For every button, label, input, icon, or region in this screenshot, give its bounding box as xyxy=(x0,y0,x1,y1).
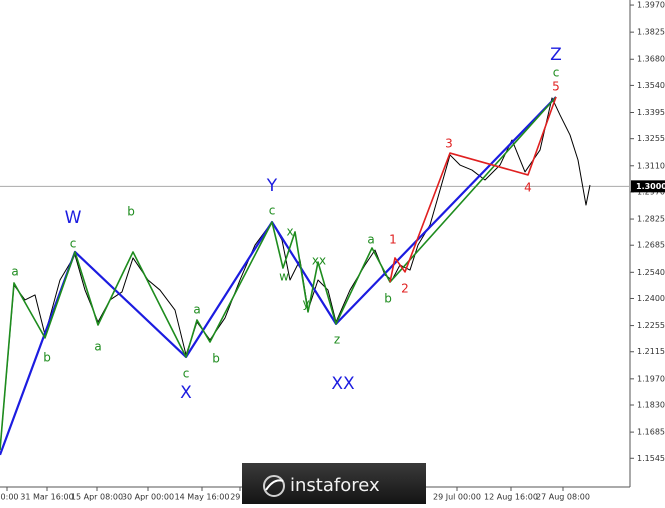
y-tick-label: 1.3255 xyxy=(637,134,665,143)
wave-label: Y xyxy=(266,176,278,196)
y-tick-label: 1.3680 xyxy=(637,55,665,64)
wave-label: w xyxy=(279,269,289,283)
wave-label: z xyxy=(334,332,340,346)
wave-label: 2 xyxy=(401,281,409,295)
y-tick-label: 1.2540 xyxy=(637,268,665,277)
x-tick-label: 27 Aug 08:00 xyxy=(536,493,590,502)
wave-label: 4 xyxy=(524,181,532,195)
wave-label: a xyxy=(94,339,101,353)
y-tick-label: 1.2115 xyxy=(637,347,665,356)
y-tick-label: 1.2400 xyxy=(637,294,665,303)
wave-label: b xyxy=(212,352,220,366)
x-tick-label: 15 Apr 08:00 xyxy=(71,493,123,502)
wave-label: a xyxy=(367,232,374,246)
y-tick-label: 1.3540 xyxy=(637,81,665,90)
wave-line xyxy=(389,96,557,283)
wave-label: XX xyxy=(331,374,355,394)
last-price-box xyxy=(631,180,665,193)
wave-line xyxy=(0,96,557,456)
last-price-label: 1.3000 xyxy=(636,182,665,191)
y-tick-label: 1.2685 xyxy=(637,241,665,250)
wave-label: 3 xyxy=(445,136,453,150)
y-tick-label: 1.3110 xyxy=(637,161,665,170)
y-tick-label: 1.3970 xyxy=(637,1,665,10)
x-tick-label: 14 May 16:00 xyxy=(175,493,230,502)
y-tick-label: 1.3825 xyxy=(637,28,665,37)
wave-label: X xyxy=(180,383,192,403)
wave-label: W xyxy=(65,208,82,228)
wave-label: c xyxy=(183,366,190,380)
wave-line xyxy=(0,96,557,451)
x-tick-label: 29 Jul 00:00 xyxy=(433,493,481,502)
icon-swoosh xyxy=(265,479,284,491)
wave-label: Z xyxy=(550,45,562,65)
y-tick-label: 1.1830 xyxy=(637,401,665,410)
wave-label: xx xyxy=(312,253,326,267)
y-tick-label: 1.1685 xyxy=(637,428,665,437)
wave-label: 1 xyxy=(389,232,397,246)
wave-label: a xyxy=(193,303,200,317)
watermark-icon xyxy=(263,475,285,497)
wave-label: c xyxy=(269,204,276,218)
x-tick-label: 12 Aug 16:00 xyxy=(484,493,538,502)
wave-label: b xyxy=(127,204,135,218)
price-line xyxy=(0,97,591,451)
x-tick-label: 00:00 xyxy=(0,493,19,502)
y-tick-label: 1.2255 xyxy=(637,321,665,330)
wave-label: c xyxy=(553,66,560,80)
wave-label: b xyxy=(43,350,51,364)
watermark-text: instaforex xyxy=(290,475,380,496)
icon-ring xyxy=(263,475,285,497)
wave-label: 5 xyxy=(552,79,560,93)
wave-label: y xyxy=(302,296,309,310)
y-tick-label: 1.3395 xyxy=(637,108,665,117)
x-tick-label: 29 M xyxy=(230,493,250,502)
y-tick-label: 1.2825 xyxy=(637,215,665,224)
wave-label: a xyxy=(11,264,18,278)
wave-label: x xyxy=(286,224,293,238)
y-tick-label: 1.1545 xyxy=(637,454,665,463)
y-tick-label: 1.1970 xyxy=(637,374,665,383)
x-tick-label: 31 Mar 16:00 xyxy=(20,493,73,502)
x-tick-label: 30 Apr 00:00 xyxy=(122,493,174,502)
wave-label: b xyxy=(384,292,392,306)
wave-label: c xyxy=(70,236,77,250)
